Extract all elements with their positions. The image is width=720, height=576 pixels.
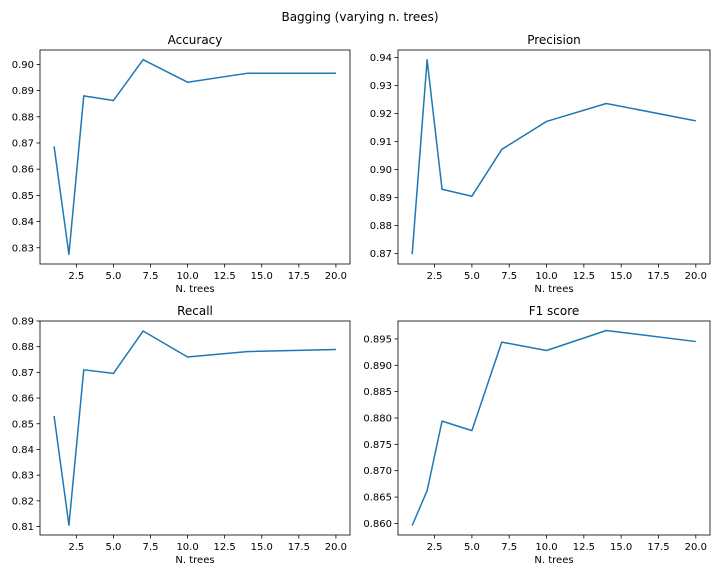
f1-title: F1 score (529, 304, 580, 318)
precision-ytick-label: 0.89 (370, 193, 392, 204)
precision-subplot: Precision N. trees 2.5 5.0 7.5 10.0 12.5 15.0 17… (370, 33, 711, 295)
recall-series-line (53, 330, 336, 526)
figure-title: Bagging (varying n. trees) (281, 10, 439, 24)
accuracy-ytick-label: 0.86 (12, 165, 34, 176)
precision-xtick-label: 15.0 (610, 271, 632, 282)
accuracy-title: Accuracy (168, 33, 223, 47)
precision-xtick-label: 7.5 (501, 271, 517, 282)
accuracy-ytick-label: 0.83 (12, 243, 34, 254)
f1-xlabel: N. trees (534, 555, 573, 566)
f1-ytick-label: 0.885 (363, 387, 392, 398)
precision-xtick-label: 10.0 (535, 271, 557, 282)
recall-ytick-label: 0.86 (12, 394, 34, 405)
f1-xtick-label: 5.0 (464, 542, 480, 553)
precision-xtick-label: 20.0 (685, 271, 707, 282)
recall-title: Recall (177, 304, 213, 318)
recall-ytick-label: 0.82 (12, 496, 34, 507)
recall-axes-frame (39, 320, 351, 536)
f1-xtick-label: 12.5 (573, 542, 595, 553)
precision-xtick-label: 2.5 (427, 271, 443, 282)
f1-ytick-label: 0.890 (363, 361, 392, 372)
accuracy-xtick-label: 12.5 (214, 271, 236, 282)
recall-xtick-label: 5.0 (105, 542, 121, 553)
accuracy-series-line (53, 58, 336, 256)
f1-ytick-label: 0.860 (363, 519, 392, 530)
accuracy-xtick-label: 17.5 (288, 271, 310, 282)
accuracy-xtick-label: 10.0 (176, 271, 198, 282)
recall-xtick-label: 2.5 (68, 542, 84, 553)
f1-ytick-label: 0.875 (363, 440, 392, 451)
accuracy-axes-frame (39, 49, 351, 265)
precision-series-line (411, 59, 696, 255)
f1-ytick-label: 0.880 (363, 413, 392, 424)
accuracy-xtick-label: 20.0 (325, 271, 347, 282)
accuracy-ytick-label: 0.90 (12, 60, 34, 71)
f1-xtick-label: 2.5 (427, 542, 443, 553)
f1-xtick-label: 7.5 (501, 542, 517, 553)
recall-ytick-label: 0.83 (12, 471, 34, 482)
f1-xtick-label: 17.5 (647, 542, 669, 553)
accuracy-ytick-label: 0.87 (12, 138, 34, 149)
accuracy-xtick-label: 7.5 (143, 271, 159, 282)
precision-xtick-label: 17.5 (647, 271, 669, 282)
recall-xtick-label: 17.5 (288, 542, 310, 553)
recall-ytick-label: 0.84 (12, 445, 34, 456)
accuracy-ytick-label: 0.85 (12, 191, 34, 202)
precision-axes-frame (397, 49, 711, 265)
precision-title: Precision (527, 33, 581, 47)
precision-ytick-label: 0.92 (370, 109, 392, 120)
f1-ytick-label: 0.895 (363, 334, 392, 345)
recall-xlabel: N. trees (175, 555, 214, 566)
precision-ytick-label: 0.93 (370, 81, 392, 92)
recall-xtick-label: 10.0 (176, 542, 198, 553)
recall-ytick-label: 0.89 (12, 317, 34, 328)
accuracy-xlabel: N. trees (175, 284, 214, 295)
recall-xtick-label: 20.0 (325, 542, 347, 553)
f1-axes-frame (397, 320, 711, 536)
precision-ytick-label: 0.87 (370, 249, 392, 260)
accuracy-ytick-label: 0.89 (12, 86, 34, 97)
recall-ytick-label: 0.87 (12, 368, 34, 379)
accuracy-ytick-label: 0.88 (12, 112, 34, 123)
precision-ytick-label: 0.94 (370, 53, 392, 64)
f1-xtick-label: 20.0 (685, 542, 707, 553)
accuracy-subplot: Accuracy N. trees 2.5 5.0 7.5 10.0 12.5 15.0 17.… (12, 33, 351, 295)
accuracy-ytick-label: 0.84 (12, 217, 34, 228)
recall-xtick-label: 12.5 (214, 542, 236, 553)
recall-xtick-label: 7.5 (143, 542, 159, 553)
precision-xlabel: N. trees (534, 284, 573, 295)
recall-xtick-label: 15.0 (251, 542, 273, 553)
accuracy-xtick-label: 15.0 (251, 271, 273, 282)
precision-ytick-label: 0.88 (370, 221, 392, 232)
f1-ytick-label: 0.865 (363, 493, 392, 504)
accuracy-xtick-label: 5.0 (105, 271, 121, 282)
f1-ytick-label: 0.870 (363, 466, 392, 477)
recall-subplot: Recall N. trees 2.5 5.0 7.5 10.0 12.5 15.0 17.5 2… (12, 304, 351, 566)
recall-ytick-label: 0.85 (12, 419, 34, 430)
precision-xtick-label: 5.0 (464, 271, 480, 282)
precision-ytick-label: 0.91 (370, 137, 392, 148)
precision-ytick-label: 0.90 (370, 165, 392, 176)
accuracy-xtick-label: 2.5 (68, 271, 84, 282)
f1-series-line (411, 329, 696, 526)
f1-xtick-label: 10.0 (535, 542, 557, 553)
recall-ytick-label: 0.81 (12, 522, 34, 533)
recall-ytick-label: 0.88 (12, 342, 34, 353)
f1-subplot: F1 score N. trees 2.5 5.0 7.5 10.0 12.5 15.0 17.… (363, 304, 711, 566)
precision-xtick-label: 12.5 (573, 271, 595, 282)
f1-xtick-label: 15.0 (610, 542, 632, 553)
